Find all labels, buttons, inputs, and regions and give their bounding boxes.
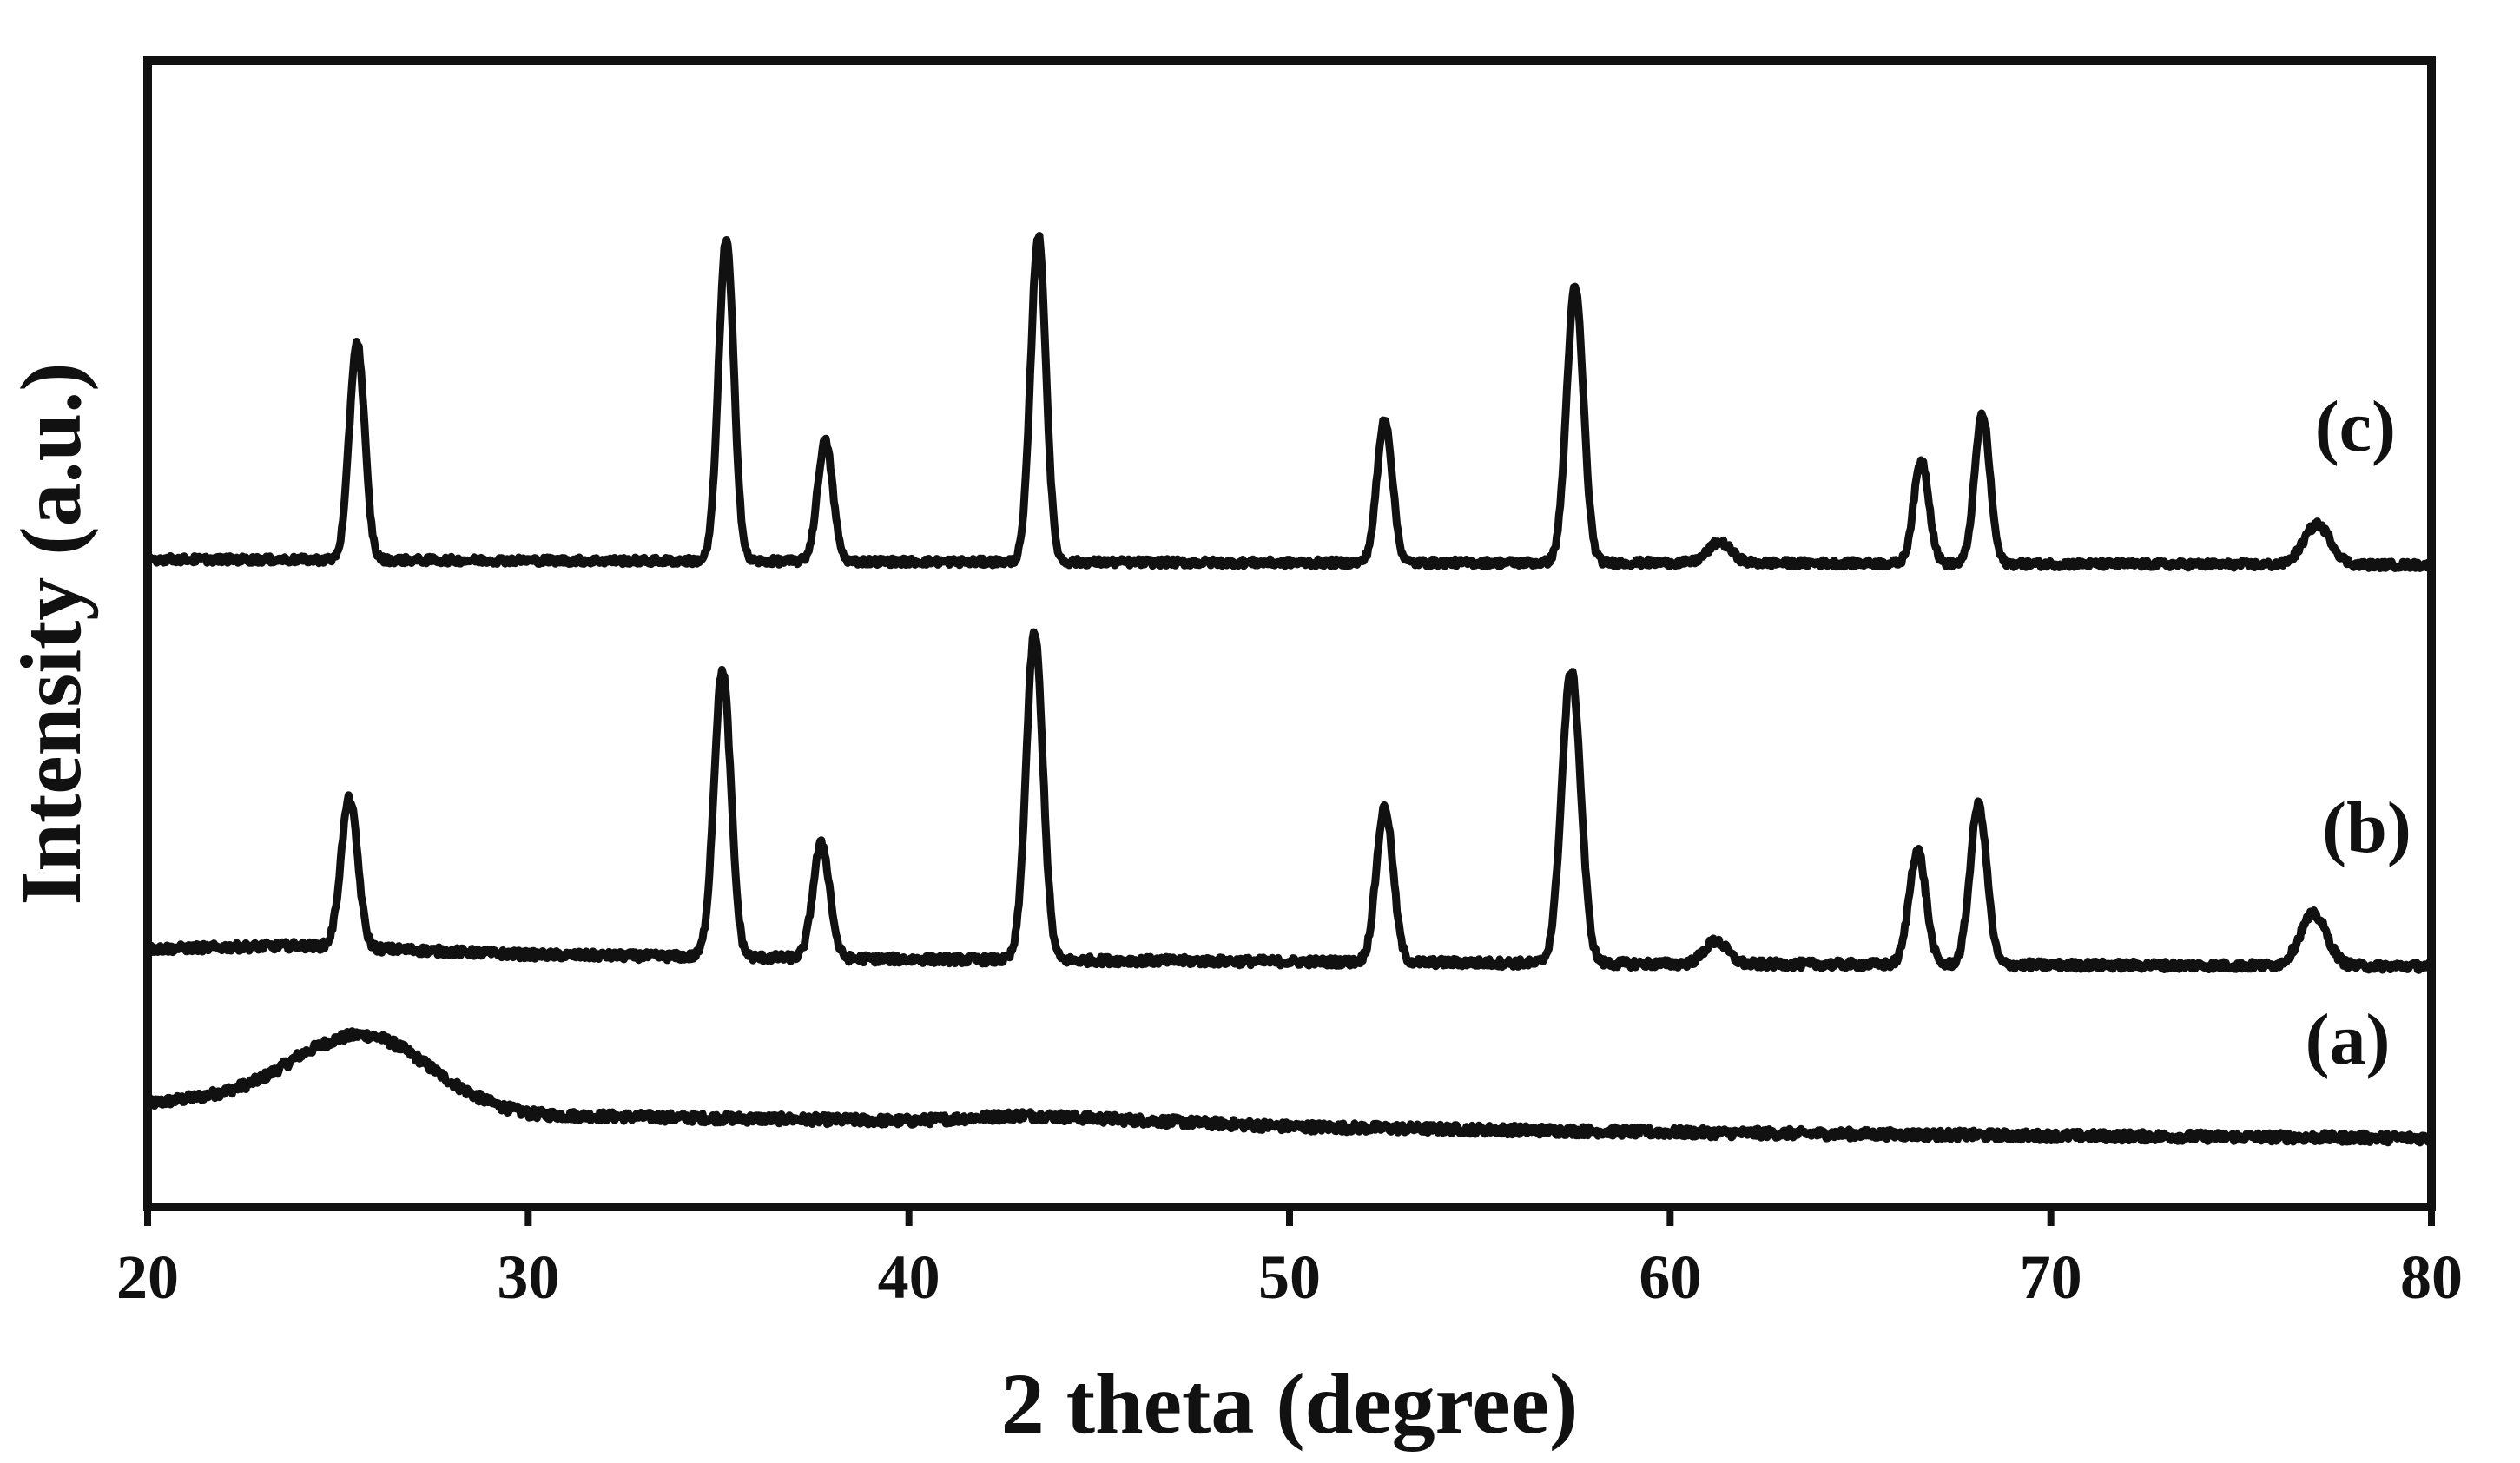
- series-label: (a): [2306, 999, 2391, 1080]
- x-tick-label: 60: [1639, 1242, 1701, 1312]
- series-line-3: [143, 232, 2436, 572]
- series-labels: (c) (b) (a): [2306, 386, 2411, 1080]
- x-tick-label: 70: [2020, 1242, 2082, 1312]
- y-axis-label: Intensity (a.u.): [3, 362, 99, 905]
- series-line-2: [143, 628, 2436, 974]
- x-tick-label: 20: [116, 1242, 179, 1312]
- x-axis: 20 30 40 50 60 70 80: [116, 1207, 2463, 1312]
- series-line-1: [143, 1027, 2436, 1147]
- x-tick-label: 40: [878, 1242, 940, 1312]
- series-label: (b): [2322, 788, 2411, 868]
- x-axis-label: 2 theta (degree): [1001, 1355, 1579, 1452]
- x-tick-label: 30: [497, 1242, 559, 1312]
- series-label: (c): [2315, 386, 2396, 467]
- series-traces: [143, 232, 2436, 1147]
- x-tick-label: 50: [1258, 1242, 1321, 1312]
- plot-frame: [143, 56, 2436, 1211]
- x-tick-label: 80: [2400, 1242, 2463, 1312]
